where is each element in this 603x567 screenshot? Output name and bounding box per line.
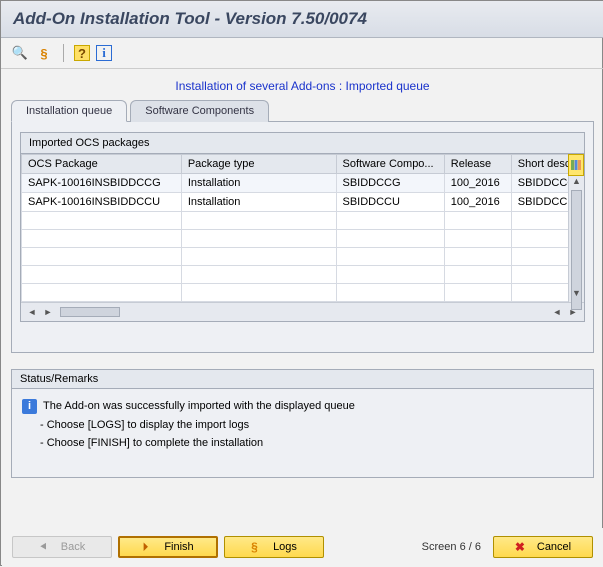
table-cell xyxy=(336,248,444,266)
cancel-label: Cancel xyxy=(537,541,571,553)
table-cell xyxy=(181,248,336,266)
tab-software-components[interactable]: Software Components xyxy=(130,100,269,122)
table-cell xyxy=(444,212,511,230)
status-panel: Status/Remarks i The Add-on was successf… xyxy=(11,369,594,478)
col-software-component[interactable]: Software Compo... xyxy=(336,155,444,174)
table-cell xyxy=(22,248,182,266)
column-config-icon[interactable] xyxy=(568,154,584,176)
table-cell: 100_2016 xyxy=(444,193,511,212)
col-release[interactable]: Release xyxy=(444,155,511,174)
status-message-1: The Add-on was successfully imported wit… xyxy=(43,397,355,416)
scroll-up-icon[interactable]: ▲ xyxy=(569,176,584,190)
table-cell xyxy=(444,284,511,302)
table-cell xyxy=(181,284,336,302)
packages-table: OCS Package Package type Software Compo.… xyxy=(21,154,584,302)
table-cell xyxy=(336,284,444,302)
toolbar-separator xyxy=(63,44,64,62)
cancel-icon: ✖ xyxy=(515,540,529,554)
table-row[interactable]: SAPK-10016INSBIDDCCUInstallationSBIDDCCU… xyxy=(22,193,584,212)
toolbar: 🔍 § ? i xyxy=(1,38,603,69)
help-icon[interactable]: ? xyxy=(74,45,90,61)
screen-indicator: Screen 6 / 6 xyxy=(422,541,481,553)
status-message-2: - Choose [LOGS] to display the import lo… xyxy=(22,416,583,435)
packages-grid: Imported OCS packages OCS Package Packag… xyxy=(20,132,585,322)
hscroll-thumb[interactable] xyxy=(60,307,120,317)
page-subtitle: Installation of several Add-ons : Import… xyxy=(1,69,603,99)
table-cell xyxy=(22,230,182,248)
grid-title: Imported OCS packages xyxy=(21,133,584,154)
grid-scroll-area: OCS Package Package type Software Compo.… xyxy=(21,154,584,302)
status-title: Status/Remarks xyxy=(12,370,593,389)
table-cell xyxy=(444,266,511,284)
horizontal-scrollbar: ◄ ► ◄ ► xyxy=(21,302,584,321)
logs-icon: § xyxy=(251,540,265,554)
table-cell: SBIDDCCU xyxy=(336,193,444,212)
tab-row: Installation queue Software Components xyxy=(11,99,594,122)
table-cell xyxy=(181,266,336,284)
table-cell xyxy=(22,212,182,230)
info-icon[interactable]: i xyxy=(96,45,112,61)
logs-button[interactable]: § Logs xyxy=(224,536,324,558)
table-cell xyxy=(181,230,336,248)
hscroll-left-icon[interactable]: ◄ xyxy=(25,305,39,319)
table-cell xyxy=(22,284,182,302)
table-row xyxy=(22,230,584,248)
logs-label: Logs xyxy=(273,541,297,553)
table-cell xyxy=(336,212,444,230)
table-cell xyxy=(181,212,336,230)
col-ocs-package[interactable]: OCS Package xyxy=(22,155,182,174)
table-cell: Installation xyxy=(181,174,336,193)
table-row xyxy=(22,284,584,302)
refresh-icon[interactable]: 🔍 xyxy=(11,44,29,62)
footer-bar: ⯇ Back ⏵ Finish § Logs Screen 6 / 6 ✖ Ca… xyxy=(2,528,603,566)
table-cell: Installation xyxy=(181,193,336,212)
table-cell xyxy=(22,266,182,284)
table-row xyxy=(22,248,584,266)
table-cell: SAPK-10016INSBIDDCCU xyxy=(22,193,182,212)
table-row[interactable]: SAPK-10016INSBIDDCCGInstallationSBIDDCCG… xyxy=(22,174,584,193)
title-bar: Add-On Installation Tool - Version 7.50/… xyxy=(1,1,603,38)
table-row xyxy=(22,266,584,284)
table-cell: SAPK-10016INSBIDDCCG xyxy=(22,174,182,193)
table-cell: 100_2016 xyxy=(444,174,511,193)
finish-button[interactable]: ⏵ Finish xyxy=(118,536,218,558)
tab-panel: Imported OCS packages OCS Package Packag… xyxy=(11,122,594,353)
status-body: i The Add-on was successfully imported w… xyxy=(12,389,593,477)
table-cell xyxy=(336,230,444,248)
back-label: Back xyxy=(61,541,85,553)
vertical-scrollbar[interactable]: ▲ ▼ xyxy=(568,176,584,302)
finish-label: Finish xyxy=(164,541,193,553)
hscroll-right-icon[interactable]: ► xyxy=(41,305,55,319)
col-package-type[interactable]: Package type xyxy=(181,155,336,174)
table-cell: SBIDDCCG xyxy=(336,174,444,193)
scroll-down-icon[interactable]: ▼ xyxy=(569,288,584,302)
table-cell xyxy=(444,248,511,266)
table-cell xyxy=(444,230,511,248)
tab-container: Installation queue Software Components I… xyxy=(11,99,594,353)
window-title: Add-On Installation Tool - Version 7.50/… xyxy=(13,9,592,29)
hscroll-left2-icon[interactable]: ◄ xyxy=(550,305,564,319)
finish-icon: ⏵ xyxy=(142,540,156,555)
cancel-button[interactable]: ✖ Cancel xyxy=(493,536,593,558)
back-button: ⯇ Back xyxy=(12,536,112,558)
status-message-3: - Choose [FINISH] to complete the instal… xyxy=(22,434,583,453)
table-header-row: OCS Package Package type Software Compo.… xyxy=(22,155,584,174)
table-row xyxy=(22,212,584,230)
back-arrow-icon: ⯇ xyxy=(39,540,53,555)
tab-installation-queue[interactable]: Installation queue xyxy=(11,100,127,122)
status-info-icon: i xyxy=(22,399,37,414)
transport-icon[interactable]: § xyxy=(35,44,53,62)
table-cell xyxy=(336,266,444,284)
